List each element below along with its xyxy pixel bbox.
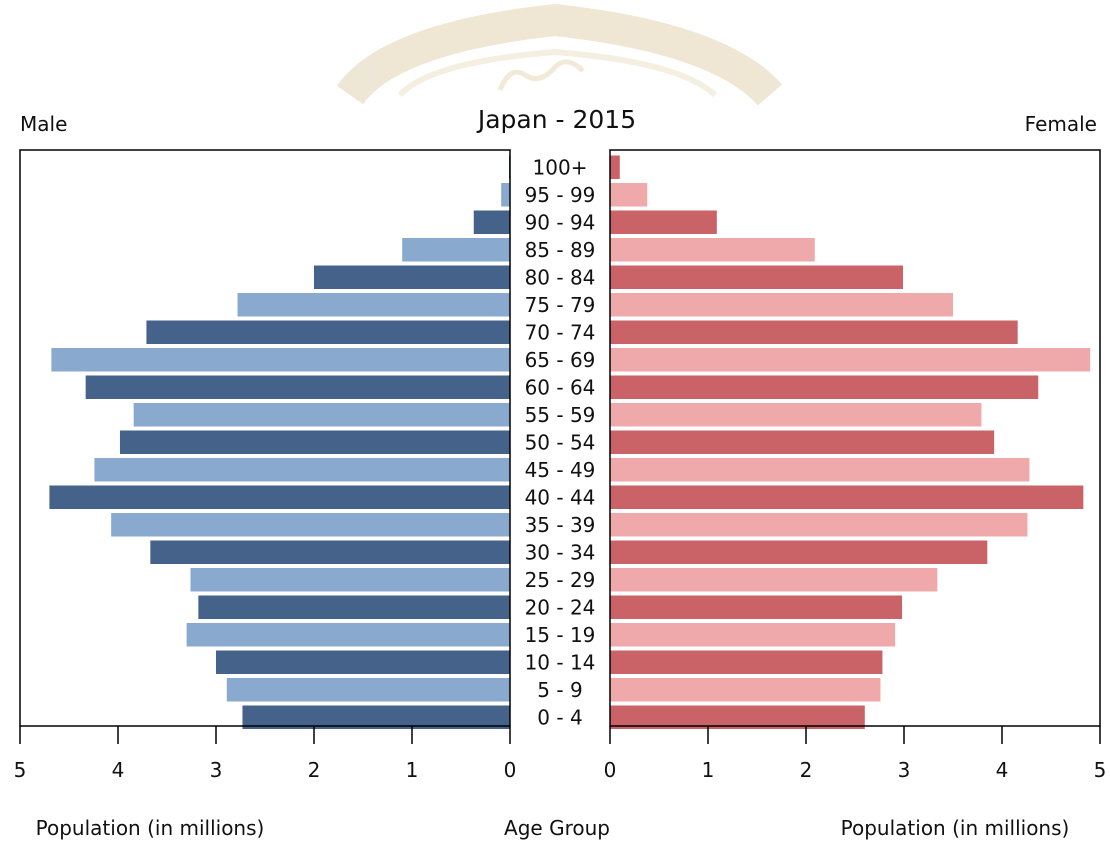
female-bar: [610, 678, 881, 702]
female-label: Female: [1025, 112, 1097, 136]
age-group-axis-label: Age Group: [504, 816, 610, 840]
age-group-label: 0 - 4: [537, 705, 582, 729]
male-bar: [473, 210, 510, 234]
female-tick-label: 4: [996, 758, 1009, 782]
male-bar: [216, 650, 510, 674]
male-tick-label: 0: [504, 758, 517, 782]
male-bar: [133, 403, 510, 427]
female-x-axis-ticks: 0 1 2 3 4 5: [604, 726, 1107, 782]
female-bar: [610, 595, 903, 619]
male-bar: [314, 265, 510, 289]
female-bar: [610, 540, 988, 564]
age-group-label: 15 - 19: [525, 623, 596, 647]
female-bar: [610, 375, 1039, 399]
female-bar: [610, 513, 1028, 537]
chart-title: Japan - 2015: [476, 105, 636, 134]
female-tick-label: 2: [800, 758, 813, 782]
age-group-label: 90 - 94: [525, 210, 596, 234]
male-x-axis-label: Population (in millions): [36, 816, 265, 840]
female-bar: [610, 210, 717, 234]
male-bar: [150, 540, 510, 564]
age-group-label: 70 - 74: [525, 320, 596, 344]
male-bar: [119, 430, 511, 454]
female-tick-label: 1: [702, 758, 715, 782]
male-tick-label: 4: [112, 758, 125, 782]
male-bar: [49, 485, 511, 509]
male-bar: [186, 623, 510, 647]
male-bar: [242, 705, 510, 729]
male-bar: [226, 678, 510, 702]
female-x-axis-label: Population (in millions): [841, 816, 1070, 840]
age-group-labels: 100+ 95 - 99 90 - 94 85 - 89 80 - 84 75 - 79 7…: [525, 155, 596, 729]
age-group-label: 45 - 49: [525, 458, 596, 482]
female-bar: [610, 705, 865, 729]
age-group-label: 40 - 44: [525, 485, 596, 509]
age-group-label: 55 - 59: [525, 403, 596, 427]
male-bar: [402, 238, 510, 262]
female-tick-label: 5: [1094, 758, 1107, 782]
male-tick-label: 5: [14, 758, 27, 782]
female-bar: [610, 293, 953, 317]
male-bar: [111, 513, 510, 537]
female-bars: [610, 155, 1091, 729]
age-group-label: 85 - 89: [525, 238, 596, 262]
male-tick-label: 1: [406, 758, 419, 782]
male-bar: [237, 293, 510, 317]
age-group-label: 5 - 9: [537, 678, 582, 702]
female-bar: [610, 650, 883, 674]
age-group-label: 30 - 34: [525, 540, 596, 564]
age-group-label: 10 - 14: [525, 650, 596, 674]
male-bar: [501, 183, 510, 207]
male-tick-label: 2: [308, 758, 321, 782]
age-group-label: 95 - 99: [525, 183, 596, 207]
female-bar: [610, 458, 1030, 482]
female-bar: [610, 320, 1018, 344]
seal-watermark: [336, 3, 783, 106]
male-label: Male: [20, 112, 67, 136]
female-bar: [610, 403, 982, 427]
female-bar: [610, 155, 620, 179]
age-group-label: 100+: [533, 155, 588, 179]
male-bars: [49, 155, 511, 729]
female-bar: [610, 265, 904, 289]
female-bar: [610, 623, 896, 647]
female-bar: [610, 183, 648, 207]
female-bar: [610, 568, 938, 592]
age-group-label: 75 - 79: [525, 293, 596, 317]
age-group-label: 20 - 24: [525, 595, 596, 619]
male-x-axis-ticks: 0 1 2 3 4 5: [14, 726, 517, 782]
female-tick-label: 3: [898, 758, 911, 782]
female-bar: [610, 485, 1084, 509]
age-group-label: 50 - 54: [525, 430, 596, 454]
male-bar: [198, 595, 511, 619]
female-bar: [610, 348, 1091, 372]
female-tick-label: 0: [604, 758, 617, 782]
age-group-label: 35 - 39: [525, 513, 596, 537]
male-bar: [190, 568, 510, 592]
female-bar: [610, 430, 995, 454]
male-bar: [94, 458, 510, 482]
male-bar: [51, 348, 511, 372]
age-group-label: 25 - 29: [525, 568, 596, 592]
female-bar: [610, 238, 815, 262]
male-bar: [85, 375, 510, 399]
male-bar: [146, 320, 511, 344]
age-group-label: 65 - 69: [525, 348, 596, 372]
male-tick-label: 3: [210, 758, 223, 782]
age-group-label: 80 - 84: [525, 265, 596, 289]
age-group-label: 60 - 64: [525, 375, 596, 399]
